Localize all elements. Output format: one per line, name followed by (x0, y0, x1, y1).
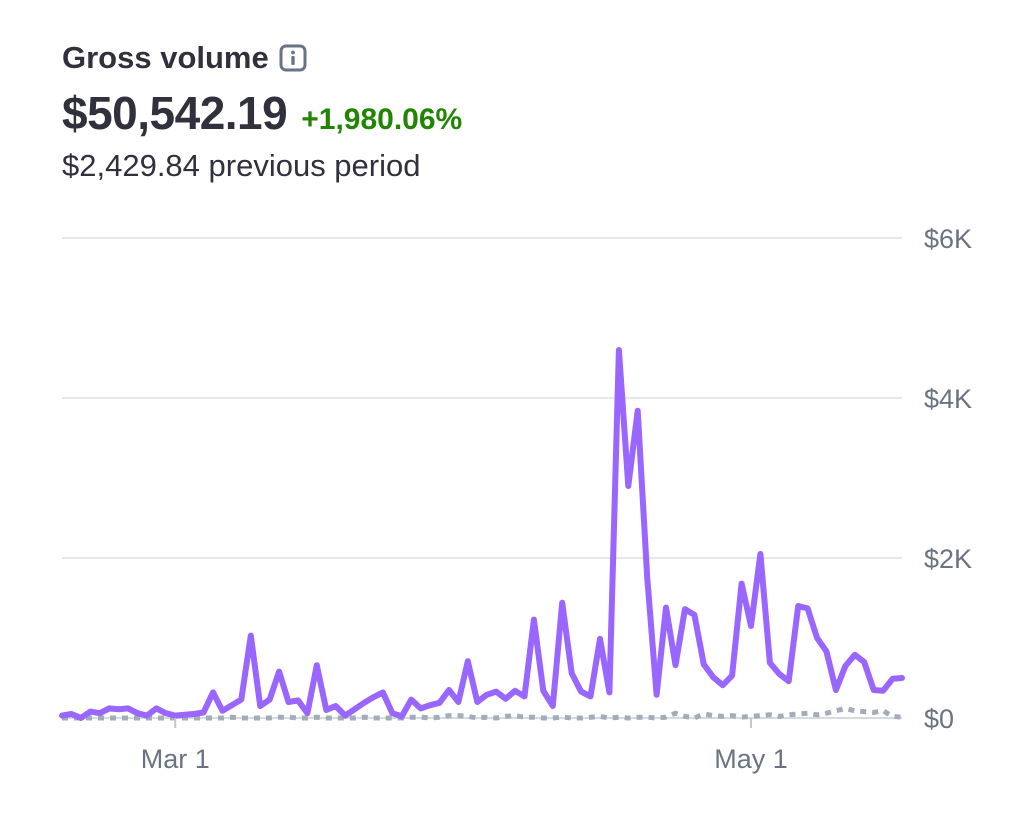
x-tick-label: May 1 (714, 744, 788, 774)
info-icon[interactable] (279, 44, 307, 72)
current-period-line (59, 347, 905, 721)
chart-title: Gross volume (62, 40, 269, 75)
y-tick-label: $6K (924, 224, 972, 254)
x-tick-label: Mar 1 (141, 744, 210, 774)
y-tick-label: $4K (924, 384, 972, 414)
percent-change: +1,980.06% (301, 103, 463, 136)
axes: $0 $2K $4K $6K Mar 1 May 1 (141, 224, 972, 774)
chart-header: Gross volume $50,542.19 +1,980.06% $2,42… (62, 36, 462, 184)
y-tick-label: $0 (924, 704, 954, 734)
y-tick-label: $2K (924, 544, 972, 574)
series-lines (59, 347, 905, 721)
gross-volume-value: $50,542.19 (62, 87, 288, 139)
grid-lines (62, 237, 902, 719)
previous-period-value: $2,429.84 previous period (62, 148, 421, 183)
title-row: Gross volume (62, 36, 462, 80)
previous-period-line (62, 705, 903, 721)
value-row: $50,542.19 +1,980.06% (62, 86, 462, 140)
gross-volume-chart: $0 $2K $4K $6K Mar 1 May 1 (59, 224, 972, 774)
